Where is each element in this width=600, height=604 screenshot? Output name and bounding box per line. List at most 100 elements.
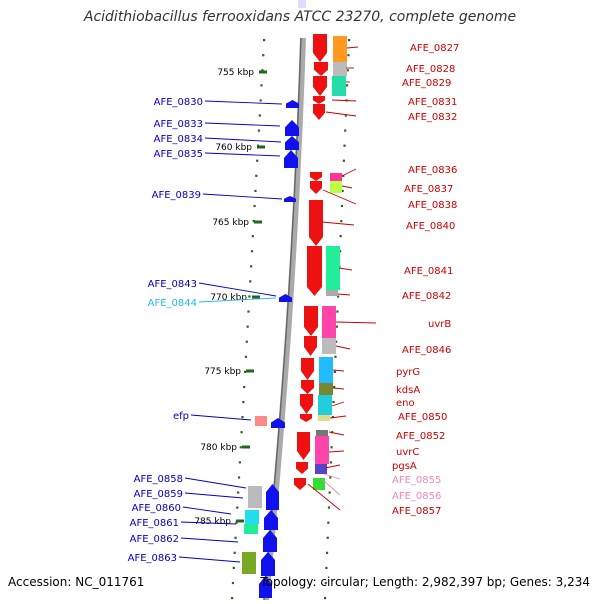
gene-label: AFE_0860 — [132, 503, 181, 514]
leader-line — [346, 46, 359, 49]
gene-label-left: AFE_0839 — [152, 190, 283, 201]
gene-label: AFE_0829 — [402, 78, 451, 89]
gene-label-left: AFE_0843 — [148, 279, 277, 297]
gene-label: AFE_0859 — [134, 489, 183, 500]
gene-label-right: eno — [331, 398, 415, 409]
gene-label: uvrC — [396, 447, 419, 458]
forward-gene-arrow — [310, 181, 322, 194]
gene-label: AFE_0838 — [408, 200, 457, 211]
gene-label: AFE_0834 — [154, 134, 203, 145]
cog-block — [332, 76, 346, 96]
cog-block — [322, 306, 336, 338]
leader-line — [202, 193, 283, 200]
cog-block — [330, 181, 342, 193]
cog-block — [333, 36, 347, 62]
gene-label-right: pgsA — [324, 461, 417, 472]
gene-label-right: AFE_0828 — [346, 64, 455, 75]
gene-label: AFE_0833 — [154, 119, 203, 130]
reverse-gene-arrow — [261, 552, 275, 576]
cog-block — [333, 62, 347, 76]
leader-line — [324, 464, 341, 469]
accession-text: Accession: NC_011761 — [8, 575, 145, 589]
leader-line — [204, 100, 283, 105]
gene-label: AFE_0856 — [392, 491, 441, 502]
leader-line — [322, 189, 357, 205]
gene-label-right: AFE_0827 — [346, 43, 459, 54]
forward-gene-arrow — [294, 478, 306, 490]
forward-gene-arrow — [313, 104, 325, 120]
ruler-tick: 775 kbp — [204, 367, 254, 377]
gene-label-left: AFE_0862 — [130, 534, 239, 545]
leader-line — [198, 282, 277, 297]
gene-label-left: AFE_0863 — [128, 553, 241, 564]
gene-label-left: AFE_0861 — [130, 518, 237, 529]
gene-label-right: AFE_0829 — [346, 78, 451, 89]
cog-block — [326, 246, 340, 290]
gene-labels: AFE_0827 AFE_0828 AFE_0829 AFE_0831 AFE_0832… — [128, 43, 460, 564]
ruler-tick-label: 775 kbp — [204, 367, 241, 377]
gene-label: AFE_0840 — [406, 221, 455, 232]
forward-gene-arrow — [304, 336, 317, 356]
leader-line — [325, 111, 357, 117]
reverse-gene-arrow — [286, 100, 299, 108]
cog-block — [330, 173, 342, 181]
gene-label: AFE_0857 — [392, 506, 441, 517]
gene-label-right: AFE_0836 — [341, 165, 457, 177]
leader-line — [335, 345, 351, 350]
gene-label-right: AFE_0852 — [328, 431, 445, 442]
leader-line — [341, 185, 353, 189]
cog-block — [315, 464, 327, 474]
ruler-dots — [231, 39, 266, 600]
gene-label: efp — [173, 411, 189, 422]
leader-line — [329, 415, 347, 419]
gene-label-left: AFE_0830 — [154, 97, 283, 108]
gene-label-right: AFE_0855 — [323, 473, 441, 486]
gene-label-left: AFE_0860 — [132, 503, 232, 515]
ruler-tick: 785 kbp — [194, 517, 244, 527]
ruler-tick-label: 780 kbp — [200, 443, 237, 453]
cog-block — [245, 510, 259, 524]
leader-line — [337, 293, 351, 296]
ruler-tick: 780 kbp — [200, 443, 250, 453]
map-title: Acidithiobacillus ferrooxidans ATCC 2327… — [83, 9, 517, 25]
cog-block — [316, 430, 328, 436]
leader-line — [307, 483, 341, 511]
gene-label: AFE_0842 — [402, 291, 451, 302]
reverse-gene-arrow — [263, 530, 277, 552]
gene-label-right: uvrB — [335, 319, 451, 330]
gene-label: AFE_0835 — [154, 149, 203, 160]
forward-gene-arrow — [307, 246, 322, 296]
ruler-tick-label: 785 kbp — [194, 517, 231, 527]
reverse-gene-arrow — [284, 150, 298, 168]
gene-label: AFE_0843 — [148, 279, 197, 290]
leader-line — [204, 122, 281, 127]
gene-label: uvrB — [428, 319, 451, 330]
gene-label: AFE_0846 — [402, 345, 451, 356]
gene-label: AFE_0852 — [396, 431, 445, 442]
leader-line — [198, 297, 277, 303]
gene-label-right: AFE_0842 — [337, 291, 451, 302]
cog-block — [326, 290, 338, 296]
gene-label-left: AFE_0833 — [154, 119, 281, 130]
gene-label: AFE_0828 — [406, 64, 455, 75]
leader-line — [321, 221, 355, 226]
gene-label-left: AFE_0858 — [134, 474, 247, 489]
gene-label-right: AFE_0832 — [325, 111, 457, 123]
ruler-tick-label: 770 kbp — [210, 293, 247, 303]
leader-line — [332, 387, 345, 390]
cog-block — [319, 383, 333, 395]
gene-label: pgsA — [392, 461, 417, 472]
leader-line — [332, 369, 345, 372]
cog-block — [242, 552, 256, 574]
leader-line — [338, 267, 353, 271]
gene-label-right: AFE_0840 — [321, 221, 455, 232]
forward-gene-arrow — [314, 62, 328, 76]
cog-block — [315, 436, 329, 464]
gene-label-right: kdsA — [332, 385, 420, 396]
cog-block — [255, 416, 267, 426]
forward-gene-arrow — [301, 380, 314, 394]
forward-gene-arrow — [310, 172, 322, 181]
leader-line — [182, 506, 232, 515]
